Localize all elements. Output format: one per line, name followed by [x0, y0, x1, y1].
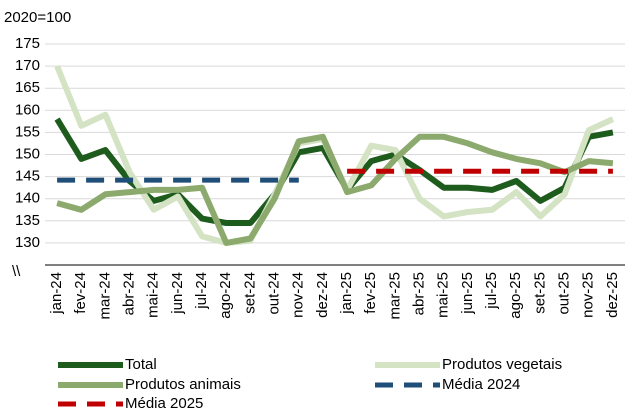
x-tick-label: out-25	[556, 272, 573, 315]
x-tick-label: dez-25	[604, 272, 621, 318]
y-tick-label: 165	[15, 79, 40, 96]
x-tick-label: jun-24	[169, 272, 186, 315]
x-tick-label: jun-25	[459, 272, 476, 315]
x-tick-label: set-24	[241, 272, 258, 314]
x-tick-label: ago-24	[217, 272, 234, 319]
y-tick-label: 150	[15, 145, 40, 162]
x-tick-label: set-25	[531, 272, 548, 314]
x-tick-label: dez-24	[314, 272, 331, 318]
y-tick-label: 155	[15, 123, 40, 140]
x-tick-label: abr-25	[411, 272, 428, 315]
y-tick-label: 135	[15, 212, 40, 229]
y-tick-label: 140	[15, 190, 40, 207]
x-tick-label: jul-24	[193, 272, 210, 310]
series-line	[56, 133, 614, 246]
y-tick-label: 145	[15, 168, 40, 185]
y-tick-label: 170	[15, 57, 40, 74]
x-tick-label: jan-25	[338, 272, 355, 315]
y-tick-label: 160	[15, 101, 40, 118]
legend-label: Média 2025	[125, 395, 203, 412]
y-tick-label: 175	[15, 35, 40, 52]
x-tick-label: mar-24	[96, 272, 113, 320]
legend-label: Média 2024	[442, 376, 520, 393]
x-tick-label: ago-25	[507, 272, 524, 319]
x-tick-label: mar-25	[386, 272, 403, 320]
x-tick-label: fev-24	[72, 272, 89, 314]
legend-label: Total	[125, 356, 157, 373]
x-tick-label: jul-25	[483, 272, 500, 310]
x-tick-label: mai-25	[435, 272, 452, 318]
x-tick-label: nov-25	[580, 272, 597, 318]
unit-label: 2020=100	[4, 9, 71, 26]
x-tick-label: jan-24	[48, 272, 65, 315]
x-tick-label: out-24	[266, 272, 283, 315]
x-tick-label: abr-24	[121, 272, 138, 315]
legend-label: Produtos animais	[125, 376, 241, 393]
x-tick-label: nov-24	[290, 272, 307, 318]
y-tick-label: 130	[15, 234, 40, 251]
x-tick-label: mai-24	[145, 272, 162, 318]
x-tick-label: fev-25	[362, 272, 379, 314]
axis-break: \\	[12, 263, 21, 280]
legend-label: Produtos vegetais	[442, 356, 562, 373]
